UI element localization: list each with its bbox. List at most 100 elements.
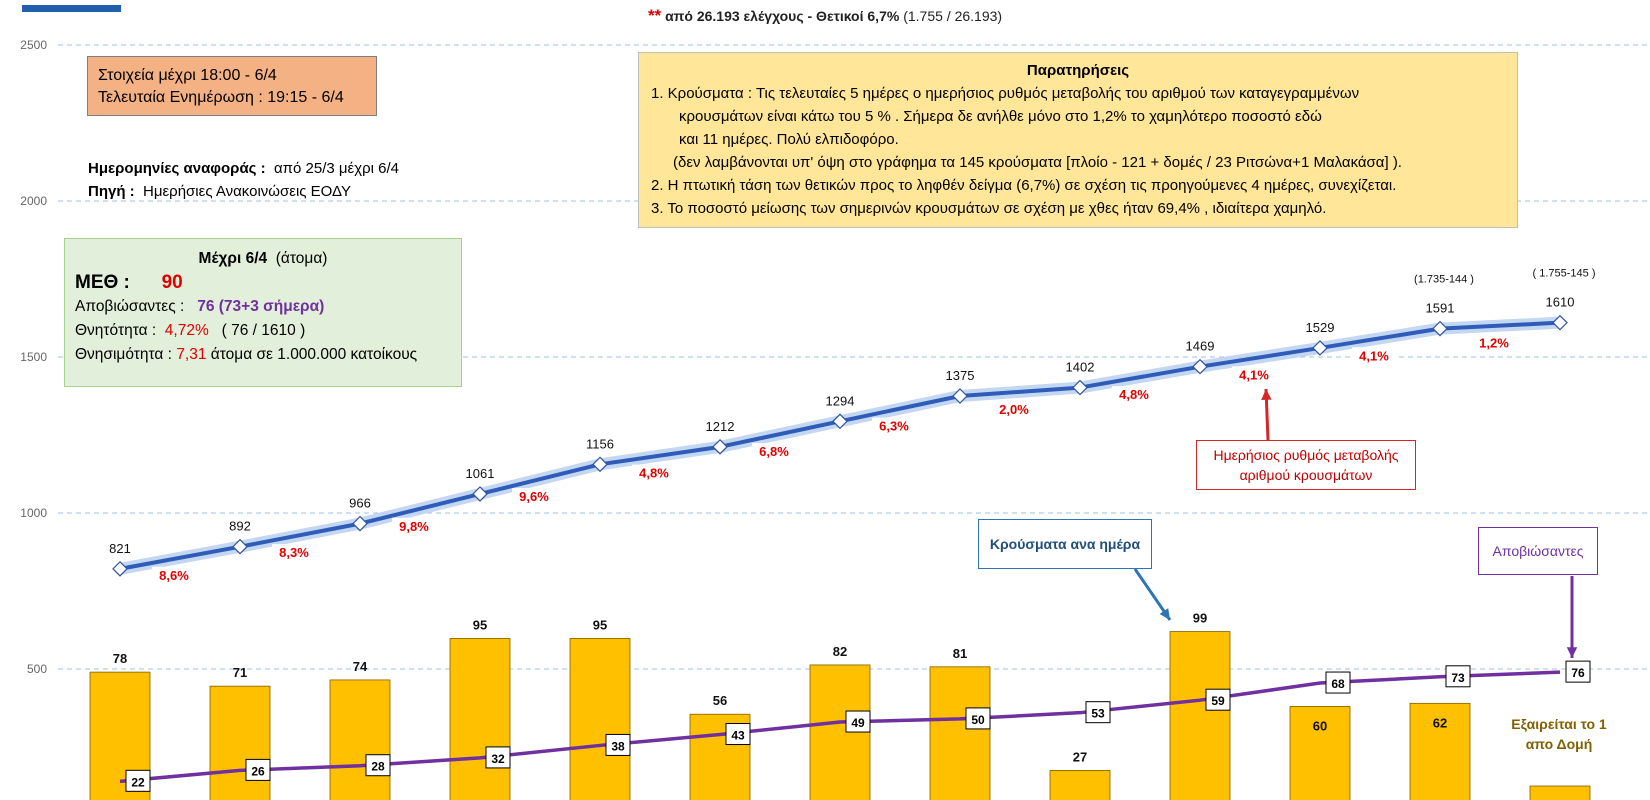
note-1c: και 11 ημέρες. Πολύ ελπιδοφόρο. bbox=[679, 131, 899, 148]
deaths-marker bbox=[725, 723, 751, 746]
daily-cases-bar bbox=[329, 679, 391, 800]
exception-line-1: Εξαιρείται το 1 bbox=[1511, 716, 1607, 732]
cumulative-value-label: 1402 bbox=[1066, 360, 1095, 375]
dates-label: Ημερομηνίες αναφοράς : bbox=[88, 160, 266, 177]
y-tick-label: 2000 bbox=[20, 194, 47, 208]
deaths-value: 76 (73+3 σήμερα) bbox=[197, 298, 325, 315]
bar-value-label: 71 bbox=[233, 665, 247, 680]
cumulative-marker bbox=[472, 486, 488, 502]
death-rate-label: Θνησιμότητα : bbox=[75, 346, 172, 363]
deaths-marker bbox=[1325, 671, 1351, 694]
update-line-2: Τελευταία Ενημέρωση : 19:15 - 6/4 bbox=[98, 89, 344, 106]
deaths-marker bbox=[605, 733, 631, 756]
note-1d: (δεν λαμβάνονται υπ' όψη στο γράφημα τα … bbox=[673, 154, 1402, 171]
bar-value-label: 62 bbox=[1433, 715, 1447, 730]
rate-annotation-line-1: Ημερήσιος ρυθμός μεταβολής bbox=[1213, 447, 1399, 463]
cumulative-value-label: 1061 bbox=[466, 466, 495, 481]
cumulative-note: ( 1.755-145 ) bbox=[1533, 268, 1596, 280]
daily-cases-bar bbox=[1169, 631, 1231, 800]
cumulative-marker bbox=[1312, 340, 1328, 356]
cumulative-value-label: 1156 bbox=[586, 436, 614, 451]
deaths-value-label: 73 bbox=[1451, 671, 1465, 685]
note-1a: 1. Κρούσματα : Τις τελευταίες 5 ημέρες ο… bbox=[651, 85, 1360, 102]
growth-rate-label: 1,2% bbox=[1479, 336, 1509, 351]
growth-rate-label: 4,1% bbox=[1359, 348, 1389, 363]
growth-rate-label: 2,0% bbox=[999, 402, 1029, 417]
cumulative-marker bbox=[832, 413, 848, 430]
growth-rate-label: 6,3% bbox=[879, 419, 909, 434]
deaths-value-label: 32 bbox=[491, 752, 505, 766]
deaths-line bbox=[119, 670, 1561, 784]
cumulative-note: (1.735-144 ) bbox=[1414, 274, 1474, 286]
growth-rate-bg bbox=[392, 517, 436, 534]
daily-cases-bar bbox=[209, 685, 271, 800]
icu-value: 90 bbox=[161, 272, 183, 293]
deaths-marker bbox=[1205, 688, 1231, 711]
update-line-1: Στοιχεία μέχρι 18:00 - 6/4 bbox=[98, 67, 277, 84]
growth-rate-label: 8,3% bbox=[279, 545, 309, 560]
deaths-value-label: 26 bbox=[251, 764, 265, 778]
notes-title: Παρατηρήσεις bbox=[1026, 62, 1130, 79]
stats-box: Μέχρι 6/4 (άτομα) ΜΕΘ : 90 Αποβιώσαντες … bbox=[64, 238, 462, 387]
stars-mark: ** bbox=[647, 6, 662, 25]
bar-value-label: 95 bbox=[473, 617, 487, 632]
growth-rate-bg bbox=[872, 417, 916, 434]
daily-cases-bar bbox=[1529, 785, 1591, 800]
note-2: 2. Η πτωτική τάση των θετικών προς το λη… bbox=[651, 177, 1397, 194]
stats-title-unit: (άτομα) bbox=[275, 250, 328, 267]
daily-cases-bar bbox=[449, 638, 511, 800]
deaths-arrow-head bbox=[1566, 647, 1578, 658]
cumulative-marker bbox=[1432, 320, 1448, 337]
growth-rate-bg bbox=[152, 566, 196, 583]
cumulative-marker bbox=[352, 515, 368, 532]
tests-summary: ** από 26.193 ελέγχους - Θετικοί 6,7% (1… bbox=[0, 6, 1650, 26]
y-tick-label: 1500 bbox=[20, 350, 47, 364]
cumulative-value-label: 1294 bbox=[826, 393, 855, 408]
exception-note: Εξαιρείται το 1 απο Δομή bbox=[1494, 714, 1624, 754]
note-1b: κρουσμάτων είναι κάτω του 5 % . Σήμερα δ… bbox=[679, 108, 1322, 125]
deaths-marker bbox=[125, 769, 151, 792]
y-tick-label: 500 bbox=[27, 662, 47, 676]
deaths-marker bbox=[485, 746, 511, 769]
deaths-marker bbox=[965, 707, 991, 730]
deaths-value-label: 43 bbox=[731, 729, 745, 743]
deaths-marker bbox=[1085, 701, 1111, 724]
growth-rate-bg bbox=[632, 464, 676, 481]
daily-cases-bar bbox=[569, 638, 631, 800]
growth-rate-label: 9,8% bbox=[399, 519, 429, 534]
growth-rate-bg bbox=[512, 488, 556, 505]
bar-value-label: 60 bbox=[1313, 718, 1327, 733]
deaths-value-label: 53 bbox=[1091, 707, 1105, 721]
cumulative-value-label: 1610 bbox=[1546, 295, 1575, 310]
deaths-value-label: 59 bbox=[1211, 694, 1225, 708]
cumulative-marker bbox=[1192, 358, 1208, 375]
deaths-marker bbox=[1445, 665, 1471, 688]
growth-rate-label: 4,1% bbox=[1239, 367, 1269, 382]
deaths-label: Αποβιώσαντες : bbox=[75, 298, 185, 315]
dates-value: από 25/3 μέχρι 6/4 bbox=[274, 160, 399, 177]
rate-annotation: Ημερήσιος ρυθμός μεταβολής αριθμού κρουσ… bbox=[1196, 440, 1416, 490]
death-rate-value: 7,31 bbox=[176, 346, 207, 363]
growth-rate-label: 6,8% bbox=[759, 444, 789, 459]
tests-text: από 26.193 ελέγχους - Θετικοί 6,7% bbox=[665, 8, 900, 24]
growth-rate-bg bbox=[1352, 347, 1396, 364]
bar-value-label: 74 bbox=[353, 659, 368, 674]
source-label: Πηγή : bbox=[88, 183, 135, 200]
deaths-value-label: 68 bbox=[1331, 677, 1345, 691]
growth-rate-bg bbox=[1112, 386, 1156, 403]
source-value: Ημερήσιες Ανακοινώσεις ΕΟΔΥ bbox=[143, 183, 351, 200]
daily-cases-bar bbox=[1049, 770, 1111, 800]
daily-cases-bar bbox=[1289, 706, 1351, 800]
mortality-value: 4,72% bbox=[164, 322, 209, 339]
cumulative-marker bbox=[1072, 379, 1088, 396]
growth-rate-bg bbox=[752, 443, 796, 460]
exception-line-2: απο Δομή bbox=[1525, 736, 1593, 752]
note-3: 3. Το ποσοστό μείωσης των σημερινών κρου… bbox=[651, 200, 1327, 217]
cumulative-marker bbox=[232, 538, 248, 555]
deaths-marker bbox=[245, 758, 271, 781]
cases-arrow-head bbox=[1159, 608, 1170, 620]
cumulative-marker bbox=[952, 388, 968, 404]
growth-rate-bg bbox=[272, 544, 316, 561]
deaths-value-label: 50 bbox=[971, 713, 985, 727]
